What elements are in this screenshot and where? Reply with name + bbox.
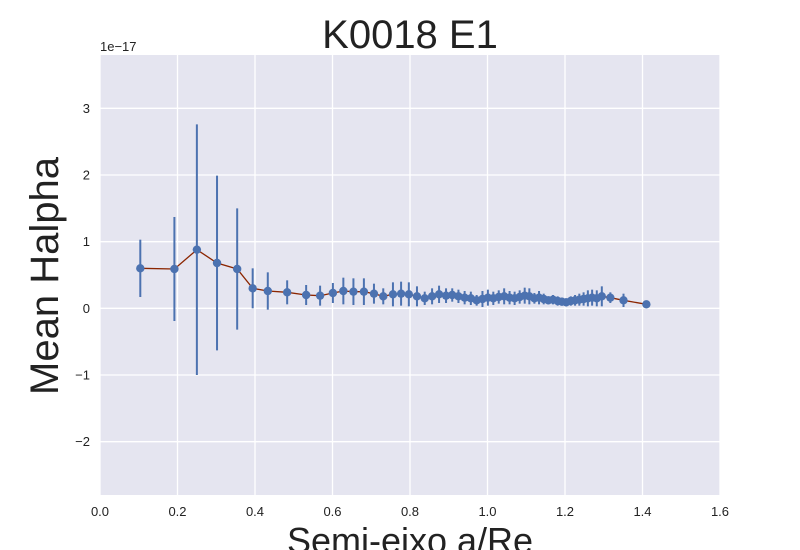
data-point: [232, 264, 242, 274]
data-point: [263, 286, 272, 296]
x-tick-label: 0.4: [246, 504, 264, 519]
data-point: [170, 264, 179, 274]
y-tick-label: 3: [83, 101, 90, 116]
data-point: [441, 291, 451, 300]
x-tick-label: 0.6: [323, 504, 341, 519]
data-point: [359, 287, 369, 296]
data-point: [412, 292, 422, 301]
data-point: [136, 264, 145, 273]
data-point: [282, 288, 292, 297]
data-point: [248, 284, 257, 293]
y-tick-label: 1: [83, 234, 90, 249]
y-tick-label: 0: [83, 301, 90, 316]
data-point: [301, 290, 311, 300]
y-tick-label: −1: [75, 368, 90, 383]
data-point: [396, 289, 406, 298]
data-point: [434, 290, 444, 299]
x-tick-label: 1.0: [478, 504, 496, 519]
data-point: [315, 291, 325, 300]
data-point: [420, 294, 429, 303]
data-point: [328, 288, 338, 298]
x-tick-label: 1.2: [556, 504, 574, 519]
data-point: [388, 290, 398, 299]
data-point: [460, 293, 469, 302]
x-tick-label: 0.0: [91, 504, 109, 519]
y-tick-label: 2: [83, 168, 90, 183]
x-tick-label: 0.2: [168, 504, 186, 519]
data-point: [379, 292, 388, 301]
data-point: [192, 245, 202, 254]
x-tick-label: 1.6: [711, 504, 729, 519]
y-tick-label: −2: [75, 434, 90, 449]
y-axis-ticks: −2 −1 0 1 2 3: [75, 101, 90, 449]
y-scale-offset: 1e−17: [100, 39, 137, 54]
data-point: [404, 290, 414, 299]
data-point: [619, 296, 628, 305]
data-point: [642, 300, 651, 309]
grid: [99, 55, 721, 495]
data-point: [427, 292, 437, 301]
x-axis-ticks: 0.0 0.2 0.4 0.6 0.8 1.0 1.2 1.4 1.6: [91, 504, 729, 519]
data-points: [136, 245, 651, 309]
y-axis-label: Mean Halpha: [23, 156, 67, 395]
chart-title: K0018 E1: [322, 13, 498, 57]
x-tick-label: 0.8: [401, 504, 419, 519]
x-axis-label: Semi-eixo a/Re: [287, 520, 533, 550]
data-point: [349, 287, 358, 296]
data-point: [339, 286, 348, 296]
data-point: [606, 293, 615, 302]
data-point: [597, 292, 607, 301]
data-point: [212, 258, 222, 268]
data-point: [369, 289, 379, 298]
x-tick-label: 1.4: [633, 504, 651, 519]
